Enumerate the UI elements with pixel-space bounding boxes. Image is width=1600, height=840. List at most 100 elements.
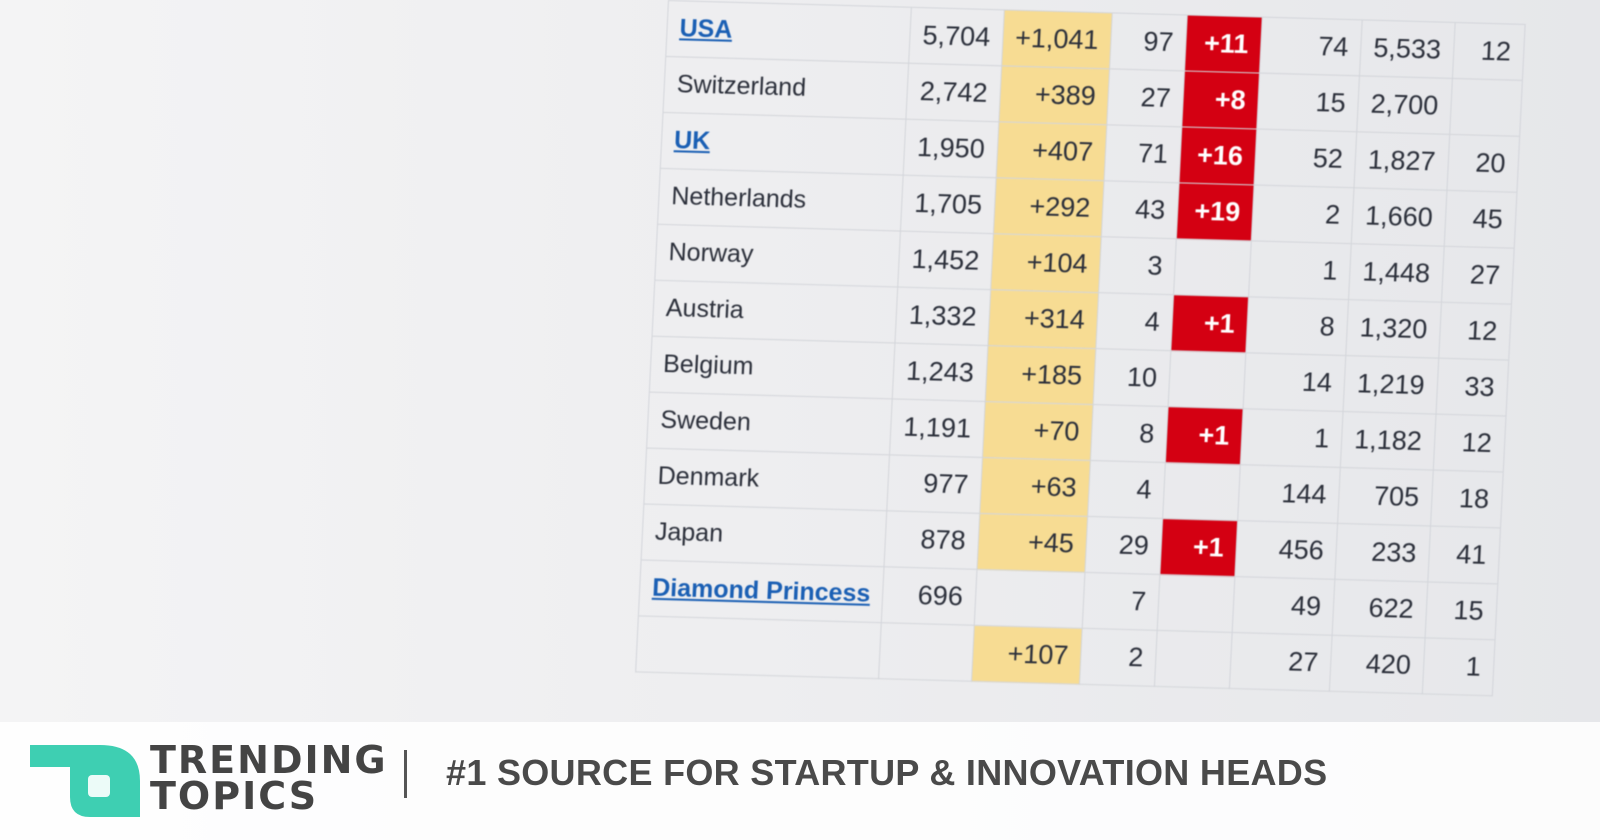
cell-new-deaths	[1157, 574, 1235, 633]
cell-new: +292	[993, 177, 1105, 237]
cell-total: 1,950	[903, 119, 999, 178]
cell-c7: 233	[1334, 523, 1431, 582]
cell-c6: 52	[1254, 128, 1357, 188]
covid-table: USA 5,704 +1,041 97 +11 74 5,533 12 Switzerland 2…	[635, 0, 1525, 696]
brand-name: TRENDING TOPICS	[150, 738, 388, 818]
cell-new-deaths: +8	[1181, 70, 1260, 129]
cell-new: +63	[979, 457, 1091, 517]
cell-new: +104	[990, 233, 1102, 293]
cell-total: 1,705	[900, 175, 996, 234]
cell-new-deaths: +19	[1176, 182, 1255, 241]
cell-country: Japan	[641, 504, 887, 567]
cell-deaths: 2	[1079, 628, 1158, 687]
cell-c8: 27	[1441, 246, 1514, 305]
cell-new-deaths	[1162, 462, 1241, 521]
cell-c8: 18	[1430, 470, 1503, 528]
cell-total: 696	[881, 566, 977, 626]
cell-deaths: 27	[1106, 68, 1185, 127]
cell-c6: 144	[1237, 464, 1341, 524]
cell-c7: 2,700	[1356, 75, 1453, 135]
cell-country: Netherlands	[657, 168, 904, 232]
cell-new-deaths: +1	[1159, 518, 1238, 577]
cell-deaths: 4	[1087, 460, 1166, 519]
cell-c7: 1,827	[1354, 131, 1450, 191]
cell-new-deaths: +1	[1170, 294, 1249, 353]
cell-country: Switzerland	[663, 56, 909, 120]
cell-total: 1,332	[895, 287, 991, 346]
cell-country: Denmark	[643, 448, 890, 511]
cell-c7: 420	[1329, 635, 1425, 694]
cell-country[interactable]: USA	[665, 0, 912, 64]
cell-new: +70	[982, 401, 1094, 461]
cell-total	[878, 622, 974, 682]
cell-deaths: 7	[1082, 572, 1160, 631]
cell-new: +389	[998, 65, 1110, 125]
cell-country: Norway	[654, 224, 901, 288]
cell-deaths: 97	[1109, 12, 1188, 71]
cell-c8: 41	[1427, 525, 1501, 584]
cell-c7: 1,219	[1343, 355, 1439, 415]
cell-c6: 14	[1243, 352, 1346, 412]
cell-total: 1,243	[892, 342, 988, 402]
cell-new-deaths: +11	[1184, 15, 1263, 74]
cell-total: 878	[884, 510, 980, 570]
cell-c8: 12	[1432, 414, 1506, 472]
cell-c7: 1,660	[1351, 187, 1447, 247]
cell-c7: 1,182	[1340, 411, 1436, 471]
brand-banner	[0, 722, 1600, 840]
cell-new-deaths	[1168, 350, 1246, 409]
cell-c8: 20	[1446, 134, 1520, 193]
brand-line-1: TRENDING	[150, 738, 388, 782]
trending-topics-logo-icon	[30, 745, 140, 817]
cell-c8	[1449, 78, 1523, 137]
cell-c8: 15	[1424, 581, 1498, 640]
photo-screen-table: USA 5,704 +1,041 97 +11 74 5,533 12 Switzerland 2…	[635, 0, 1525, 696]
cell-new-deaths: +16	[1179, 126, 1257, 185]
cell-c8: 12	[1452, 22, 1525, 81]
cell-country[interactable]: UK	[660, 112, 907, 176]
cell-new: +1,041	[1001, 9, 1113, 69]
cell-c7: 1,448	[1348, 243, 1444, 303]
cell-new: +407	[995, 121, 1107, 181]
cell-country: Belgium	[649, 336, 896, 399]
cell-total: 5,704	[908, 7, 1005, 66]
cell-deaths: 3	[1098, 236, 1177, 295]
cell-total: 2,742	[906, 63, 1002, 122]
tagline: #1 SOURCE FOR STARTUP & INNOVATION HEADS	[446, 752, 1328, 793]
cell-country	[635, 615, 882, 679]
cell-c8: 1	[1421, 637, 1495, 696]
cell-new: +45	[976, 513, 1088, 573]
cell-c6: 1	[1248, 240, 1352, 300]
cell-country: Sweden	[646, 392, 893, 455]
divider	[404, 750, 407, 798]
cell-c8: 12	[1438, 302, 1512, 361]
cell-c7: 5,533	[1359, 19, 1455, 79]
cell-c6: 456	[1234, 520, 1338, 580]
cell-c7: 622	[1332, 579, 1428, 638]
cell-c8: 45	[1443, 190, 1517, 249]
cell-new: +185	[984, 345, 1096, 405]
cell-c6: 1	[1240, 408, 1344, 468]
cell-deaths: 29	[1085, 516, 1163, 575]
cell-country[interactable]: Diamond Princess	[638, 559, 885, 623]
cell-c6: 27	[1229, 632, 1333, 692]
cell-new	[973, 569, 1086, 629]
cell-c6: 2	[1251, 184, 1355, 244]
cell-deaths: 10	[1093, 348, 1171, 407]
cell-c6: 49	[1232, 576, 1335, 636]
cell-deaths: 4	[1095, 292, 1174, 351]
cell-c7: 705	[1337, 467, 1433, 526]
cell-total: 977	[886, 454, 983, 514]
cell-total: 1,191	[889, 398, 985, 458]
cell-deaths: 71	[1104, 124, 1182, 183]
cell-c6: 8	[1245, 296, 1349, 356]
cell-new: +107	[971, 625, 1083, 685]
cell-c6: 74	[1259, 17, 1363, 76]
cell-deaths: 43	[1101, 180, 1180, 239]
cell-new: +314	[987, 289, 1099, 349]
cell-deaths: 8	[1090, 404, 1169, 463]
cell-c7: 1,320	[1345, 299, 1442, 359]
brand-line-2: TOPICS	[150, 774, 319, 818]
cell-new-deaths	[1173, 238, 1252, 297]
cell-country: Austria	[652, 280, 898, 343]
